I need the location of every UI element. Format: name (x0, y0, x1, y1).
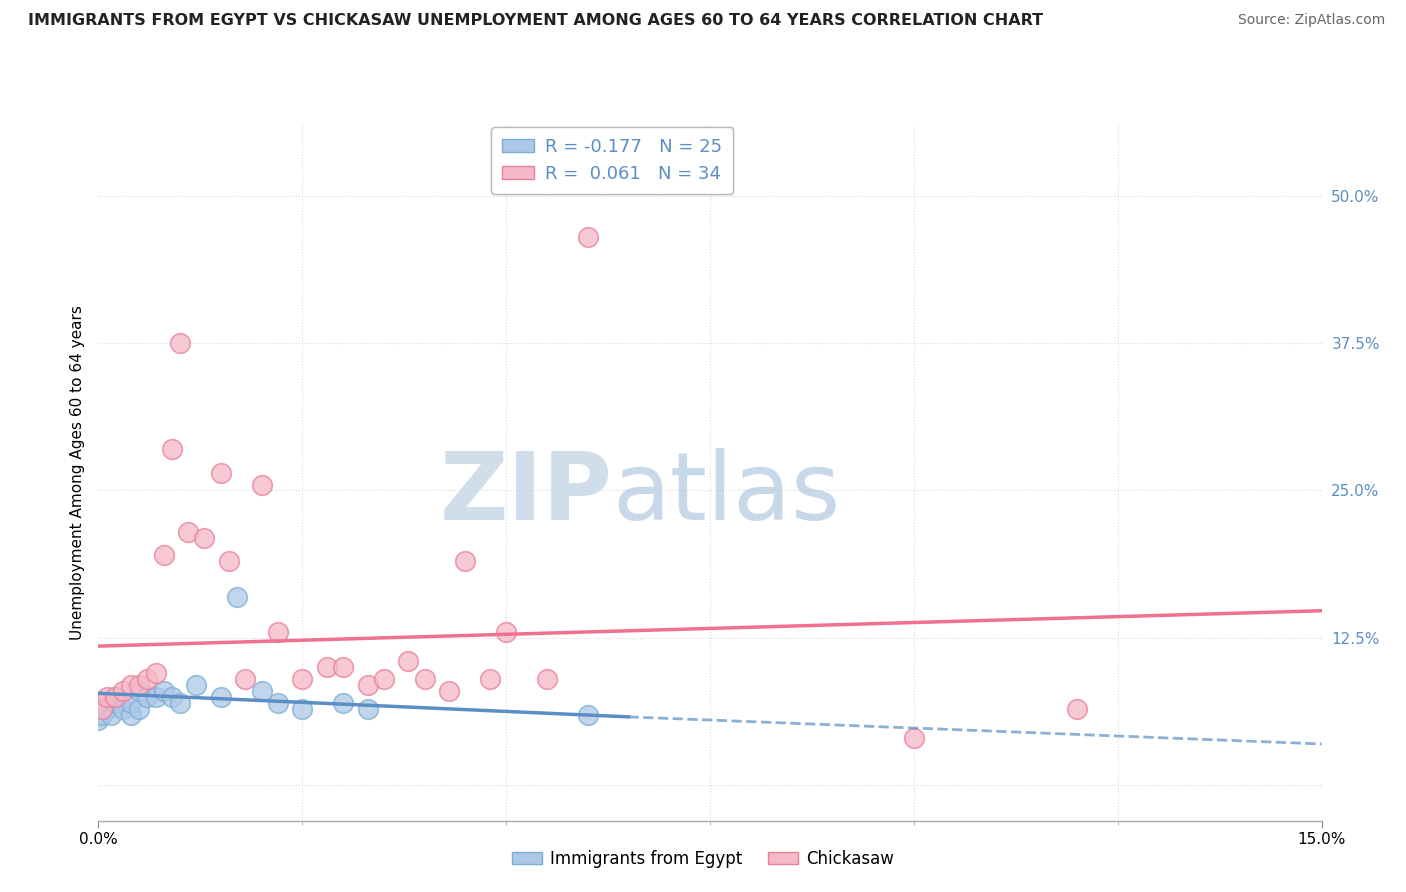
Point (96, 690, 118, 704)
Point (96, 701, 118, 715)
Point (495, 624, 517, 639)
Point (128, 684, 150, 698)
Point (100, 707, 122, 722)
Point (128, 701, 150, 715)
Point (356, 678, 378, 692)
Text: atlas: atlas (612, 448, 841, 540)
Point (218, 554, 240, 568)
Point (291, 672, 314, 686)
Point (152, 684, 174, 698)
Point (111, 684, 134, 698)
Point (169, 696, 191, 710)
Point (145, 690, 167, 704)
Point (128, 678, 150, 692)
Y-axis label: Unemployment Among Ages 60 to 64 years: Unemployment Among Ages 60 to 64 years (69, 305, 84, 640)
Legend: R = -0.177   N = 25, R =  0.061   N = 34: R = -0.177 N = 25, R = 0.061 N = 34 (491, 127, 734, 194)
Point (267, 696, 290, 710)
Point (250, 477, 273, 491)
Point (177, 524, 200, 539)
Point (478, 672, 501, 686)
Point (233, 672, 256, 686)
Text: Source: ZipAtlas.com: Source: ZipAtlas.com (1237, 13, 1385, 28)
Point (332, 660, 354, 674)
Point (903, 731, 925, 745)
Point (136, 690, 159, 704)
Text: IMMIGRANTS FROM EGYPT VS CHICKASAW UNEMPLOYMENT AMONG AGES 60 TO 64 YEARS CORREL: IMMIGRANTS FROM EGYPT VS CHICKASAW UNEMP… (28, 13, 1043, 29)
Point (1066, 701, 1088, 715)
Point (104, 696, 127, 710)
Point (332, 696, 354, 710)
Point (267, 624, 290, 639)
Point (160, 690, 183, 704)
Point (193, 531, 215, 545)
Point (120, 696, 142, 710)
Point (91, 701, 114, 715)
Point (120, 678, 142, 692)
Point (136, 672, 159, 686)
Point (356, 701, 378, 715)
Point (209, 466, 232, 480)
Point (226, 590, 249, 604)
Point (186, 678, 208, 692)
Point (536, 672, 558, 686)
Point (291, 701, 314, 715)
Point (169, 336, 191, 351)
Point (250, 684, 273, 698)
Point (576, 230, 599, 244)
Point (437, 684, 460, 698)
Point (152, 549, 174, 563)
Point (413, 672, 436, 686)
Point (209, 690, 232, 704)
Point (373, 672, 395, 686)
Legend: Immigrants from Egypt, Chickasaw: Immigrants from Egypt, Chickasaw (505, 844, 901, 875)
Point (87, 714, 110, 728)
Text: ZIP: ZIP (439, 448, 612, 540)
Point (104, 690, 127, 704)
Point (120, 707, 142, 722)
Point (91, 707, 114, 722)
Point (576, 707, 599, 722)
Point (454, 554, 477, 568)
Point (104, 690, 127, 704)
Point (315, 660, 337, 674)
Point (111, 701, 134, 715)
Point (396, 655, 419, 669)
Point (145, 666, 167, 681)
Point (160, 442, 183, 457)
Point (87, 696, 110, 710)
